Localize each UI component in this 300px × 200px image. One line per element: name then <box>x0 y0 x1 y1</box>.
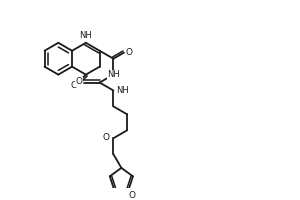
Text: NH: NH <box>80 31 92 40</box>
Text: O: O <box>125 48 132 57</box>
Text: NH: NH <box>116 86 129 95</box>
Text: O: O <box>128 191 136 200</box>
Text: NH: NH <box>107 70 120 79</box>
Text: O: O <box>103 133 110 142</box>
Text: O: O <box>76 77 82 86</box>
Text: O: O <box>70 81 77 90</box>
